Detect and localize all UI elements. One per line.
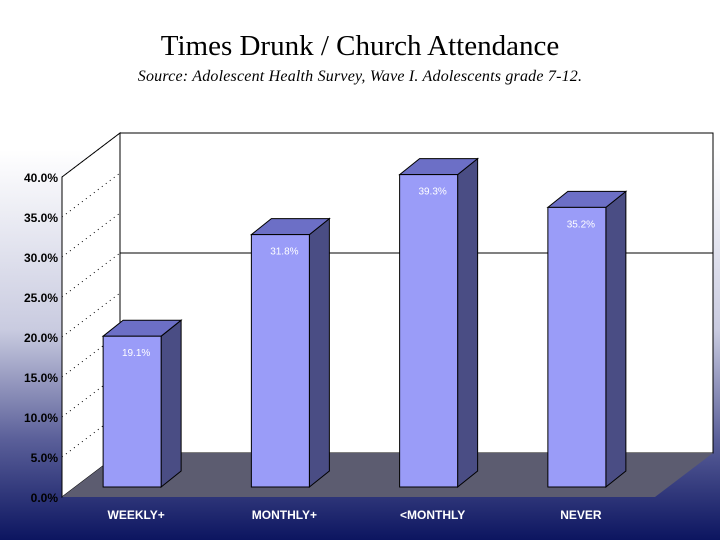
bar-side (160, 319, 182, 489)
y-tick-label: 30.0% (24, 251, 58, 265)
bar (250, 234, 310, 488)
y-tick-label: 5.0% (31, 451, 59, 465)
y-tick-label: 20.0% (24, 331, 58, 345)
side-gridline (61, 132, 121, 178)
y-tick-label: 35.0% (24, 211, 58, 225)
y-tick-label: 15.0% (24, 371, 58, 385)
data-label: 35.2% (567, 219, 595, 230)
bar-side (308, 217, 330, 489)
side-gridline (61, 292, 121, 338)
bar (102, 335, 162, 488)
y-tick-label: 25.0% (24, 291, 58, 305)
y-tick-label: 0.0% (31, 491, 59, 505)
bar-side (457, 157, 479, 489)
x-category-label: WEEKLY+ (108, 508, 165, 522)
x-category-label: <MONTHLY (400, 508, 465, 522)
x-category-label: NEVER (560, 508, 602, 522)
data-label: 19.1% (122, 348, 150, 359)
data-label: 31.8% (270, 247, 298, 258)
bar-side (605, 190, 627, 489)
bar (547, 206, 607, 488)
bar (399, 174, 459, 488)
y-tick-label: 10.0% (24, 411, 58, 425)
x-category-label: MONTHLY+ (252, 508, 317, 522)
chart-title: Times Drunk / Church Attendance (160, 30, 560, 62)
y-tick-label: 40.0% (24, 171, 58, 185)
chart-subtitle: Source: Adolescent Health Survey, Wave I… (137, 68, 583, 85)
side-gridline (61, 212, 121, 258)
data-label: 39.3% (418, 187, 446, 198)
side-gridline (61, 172, 121, 218)
side-gridline (61, 252, 121, 298)
